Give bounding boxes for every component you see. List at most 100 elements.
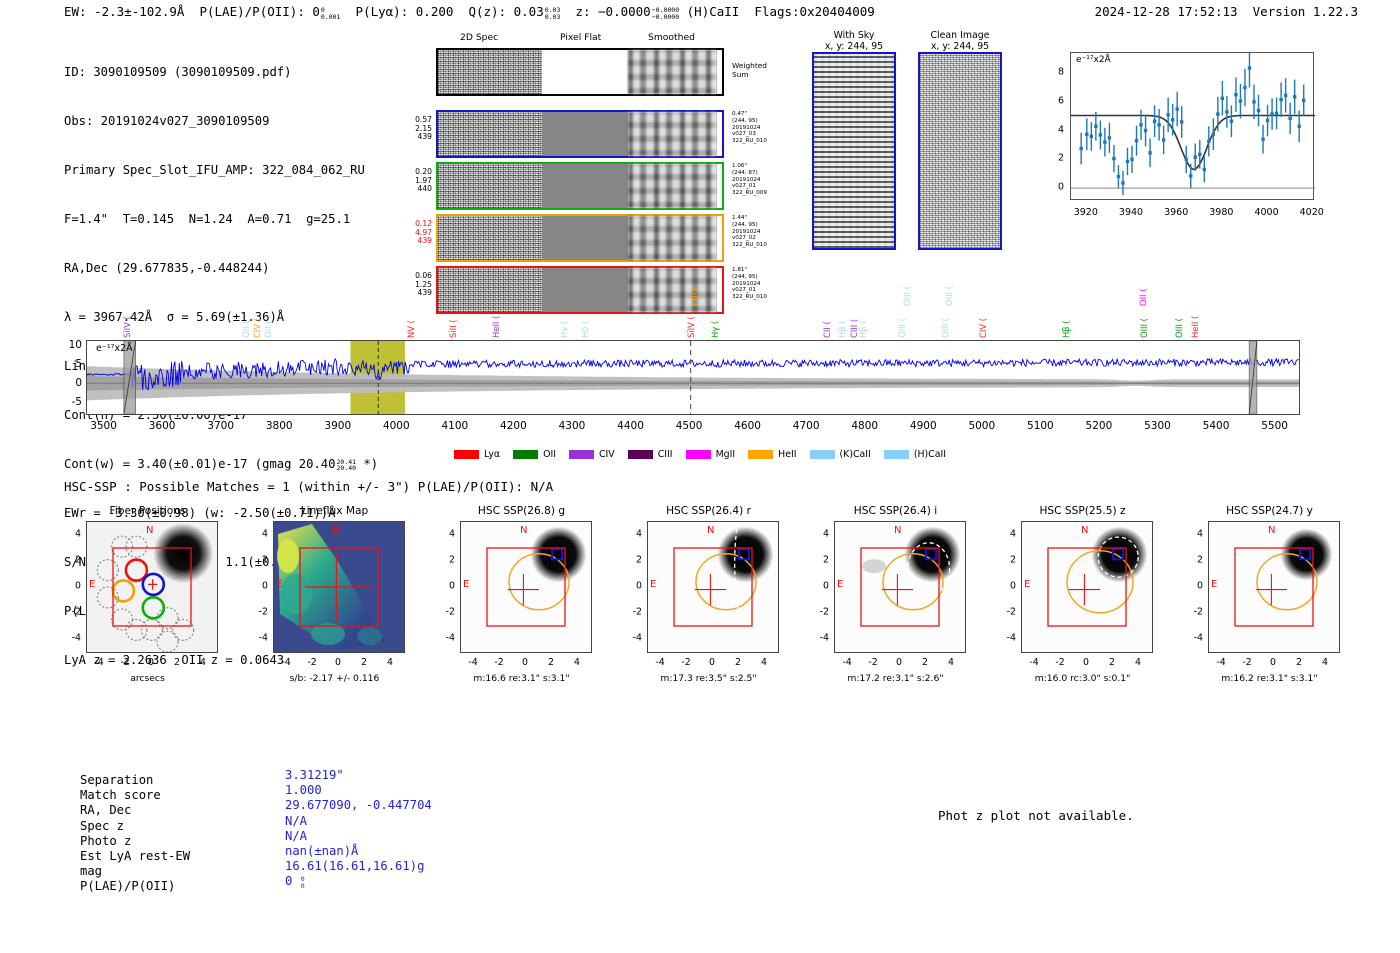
cutout-image[interactable] bbox=[273, 521, 405, 653]
cutout-image[interactable] bbox=[1021, 521, 1153, 653]
compass-east-label: E bbox=[1211, 579, 1218, 590]
cutout-title: HSC SSP(26.8) g bbox=[477, 505, 566, 517]
spectrum-x-tick: 4500 bbox=[675, 420, 703, 432]
line-fit-plot: e⁻¹⁷x2Å 0 2 4 6 8 3920 3940 3960 3980 4000 4020 bbox=[1036, 48, 1324, 222]
info-line-cont-w: Cont(w) = 3.40(±0.01)e-17 (gmag 20.40 20.… bbox=[64, 456, 379, 473]
cutout-y-tick: 0 bbox=[1010, 580, 1016, 592]
compass-east-label: E bbox=[276, 579, 283, 590]
spectrum-x-tick: 4600 bbox=[734, 420, 761, 432]
cutout-caption: s/b: -2.17 +/- 0.116 bbox=[289, 673, 380, 684]
cutout-y-tick: 2 bbox=[823, 554, 829, 566]
cutout-x-tick: 4 bbox=[200, 657, 206, 668]
cutout-title: HSC SSP(25.5) z bbox=[1039, 505, 1126, 517]
cutout-y-tick: 0 bbox=[75, 580, 81, 592]
info-line-ewr: EWr = -3.30(±0.98) (w: -2.50(±0.71))Å bbox=[64, 505, 336, 520]
cutout-title: Lineflux Map bbox=[300, 505, 369, 517]
compass-north-label: N bbox=[146, 525, 154, 536]
cutout-image[interactable] bbox=[460, 521, 592, 653]
line-fit-svg bbox=[1071, 48, 1315, 196]
cutout-y-tick: 4 bbox=[449, 528, 455, 540]
match-info-key: Match score bbox=[80, 788, 161, 803]
spectrum-x-tick: 3800 bbox=[265, 420, 293, 432]
spectrum-line-label: OIII ( bbox=[940, 318, 951, 338]
spectrum-x-tick: 4400 bbox=[617, 420, 644, 432]
spectrum-line-label: OII ( bbox=[263, 320, 274, 338]
spectrum-line-label: HeII ( bbox=[1189, 315, 1200, 338]
compass-north-label: N bbox=[1081, 525, 1089, 536]
spectrum-line-label: OIII ( bbox=[901, 286, 912, 306]
spectrum-y-tick: -5 bbox=[71, 396, 82, 409]
match-info-keys: Separation Match score RA, Dec Spec z Photo … bbox=[80, 773, 190, 895]
header-summary-line: EW: -2.3±-102.9Å P(LAE)/P(OII): 0 0 0.001 … bbox=[64, 4, 875, 20]
spec2d-fiber-left-values: 0.12 4.97 439 bbox=[415, 219, 432, 246]
spec2d-fiber-wsum bbox=[716, 216, 722, 260]
cutout-image[interactable] bbox=[647, 521, 779, 653]
spectrum-y-ticks: -5 0 5 10 bbox=[52, 338, 82, 415]
header-ew-label: EW: bbox=[64, 4, 95, 19]
cutout-x-tick: 2 bbox=[1296, 657, 1302, 668]
spectrum-x-tick: 5100 bbox=[1027, 420, 1054, 432]
compass-north-label: N bbox=[520, 525, 528, 536]
spec2d-fiber-right-values: 1.44" (244, 95) 20191024 v027_02 322_RU_010 bbox=[732, 215, 767, 249]
cutout-image[interactable] bbox=[834, 521, 966, 653]
cutout-x-tick: 0 bbox=[1270, 657, 1276, 668]
legend-swatch bbox=[453, 450, 479, 459]
match-info-key: P(LAE)/P(OII) bbox=[80, 879, 176, 894]
cutout-x-tick: -4 bbox=[1029, 657, 1039, 668]
spec2d-fiber-raw bbox=[438, 268, 542, 312]
cutout-y-tick: -2 bbox=[71, 606, 81, 618]
spec2d-title-2dspec: 2D Spec bbox=[460, 32, 499, 43]
header-z-value: −0.0000 bbox=[598, 4, 651, 19]
cutout-svg bbox=[648, 522, 778, 652]
info-line-redshifts: LyA z = 2.2636 OII z = 0.0643 bbox=[64, 653, 285, 668]
cutout-y-tick: -4 bbox=[445, 632, 455, 644]
spectrum-line-label: OII ( bbox=[1137, 288, 1148, 306]
spec2d-fiber-wsum bbox=[716, 112, 722, 156]
spectrum-line-label: OIII ( bbox=[896, 318, 907, 338]
cutout-panel: Fiber Positions N E 4 2 0 -2 -4 -4 -2 0 2 4 arcsecs bbox=[60, 505, 235, 684]
spectrum-x-tick: 4100 bbox=[441, 420, 469, 432]
cutout-image[interactable] bbox=[1208, 521, 1340, 653]
cutout-y-tick: 4 bbox=[636, 528, 642, 540]
legend-label: HeII bbox=[778, 449, 797, 460]
spec2d-summary-panel: Weighted Sum bbox=[436, 48, 767, 96]
legend-item: HeII bbox=[748, 449, 797, 460]
spec2d-fiber-smoothed bbox=[628, 164, 716, 208]
cutout-x-tick: 4 bbox=[1135, 657, 1141, 668]
spectrum-line-label: OIII ( bbox=[1173, 318, 1184, 338]
legend-label: CIII bbox=[657, 449, 673, 460]
cutout-x-tick: -4 bbox=[281, 657, 291, 668]
cutout-x-tick: 4 bbox=[761, 657, 767, 668]
cutout-x-tick: -4 bbox=[468, 657, 478, 668]
cutout-x-tick: -4 bbox=[655, 657, 665, 668]
cutout-y-tick: 2 bbox=[636, 554, 642, 566]
spectrum-legend: Lyα OII CIV CIII MgII HeII (K)CaII (H)CaII bbox=[0, 449, 1400, 460]
cutout-image[interactable] bbox=[86, 521, 218, 653]
cutout-svg bbox=[274, 522, 404, 652]
spectrum-y-tick: 10 bbox=[68, 338, 82, 351]
cutout-plot-wrap: N E 4 2 0 -2 -4 -4 -2 0 2 4 bbox=[446, 521, 592, 668]
line-fit-x-tick: 3980 bbox=[1209, 207, 1234, 218]
spec2d-fiber-wsum bbox=[716, 268, 722, 312]
cutout-y-tick: 2 bbox=[449, 554, 455, 566]
spectrum-line-label: CIV ( bbox=[252, 318, 263, 338]
cutout-title: HSC SSP(26.4) r bbox=[666, 505, 751, 517]
header-version: Version 1.22.3 bbox=[1252, 4, 1358, 19]
cutout-x-tick: -4 bbox=[842, 657, 852, 668]
cutout-x-tick: 2 bbox=[174, 657, 180, 668]
with-sky-image bbox=[812, 52, 896, 250]
spectrum-line-label: Hβ ( bbox=[858, 320, 869, 338]
header-timestamp-version: 2024-12-28 17:52:13 Version 1.22.3 bbox=[1095, 4, 1358, 19]
spec2d-fiber-raw bbox=[438, 112, 542, 156]
spec2d-fiber-flat bbox=[542, 164, 628, 208]
cutout-panel: HSC SSP(26.4) i N E 4 2 0 -2 -4 -4 -2 0 2 4 m:17.2 re… bbox=[808, 505, 983, 684]
line-fit-y-tick: 6 bbox=[1057, 95, 1064, 107]
cutout-y-tick: 2 bbox=[75, 554, 81, 566]
cutout-y-tick: -4 bbox=[819, 632, 829, 644]
cutout-x-tick: -2 bbox=[307, 657, 317, 668]
info-line-primary-spec: Primary Spec_Slot_IFU_AMP: 322_084_062_R… bbox=[64, 162, 365, 177]
spectrum-line-label: SiII ( bbox=[448, 319, 459, 338]
cutout-y-tick: 0 bbox=[262, 580, 268, 592]
cutout-y-tick: -4 bbox=[71, 632, 81, 644]
